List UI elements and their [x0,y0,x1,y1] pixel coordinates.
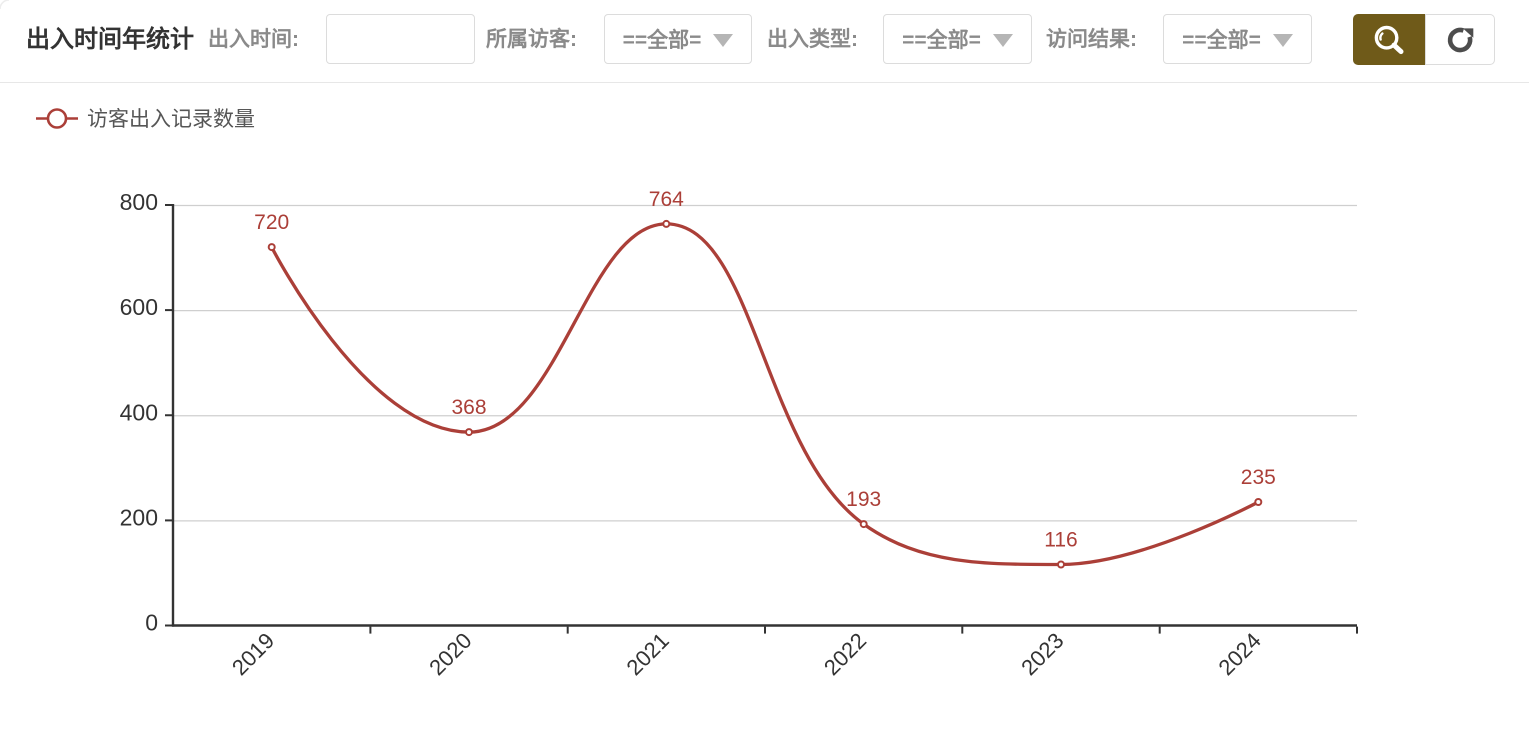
svg-text:400: 400 [120,399,158,425]
svg-text:2022: 2022 [819,628,871,680]
svg-text:600: 600 [120,294,158,320]
svg-text:764: 764 [649,188,684,211]
svg-text:2021: 2021 [622,628,674,680]
svg-text:访客出入记录数量: 访客出入记录数量 [87,108,255,131]
svg-text:116: 116 [1044,529,1077,552]
svg-text:2023: 2023 [1016,628,1068,680]
svg-text:720: 720 [254,211,289,234]
svg-text:2020: 2020 [424,628,476,680]
svg-text:235: 235 [1241,466,1276,489]
svg-text:193: 193 [846,488,881,511]
svg-text:0: 0 [145,610,158,636]
svg-text:200: 200 [120,504,158,530]
svg-text:2019: 2019 [227,628,279,680]
svg-text:2024: 2024 [1214,628,1266,680]
svg-text:800: 800 [120,189,158,215]
svg-text:368: 368 [451,396,486,419]
